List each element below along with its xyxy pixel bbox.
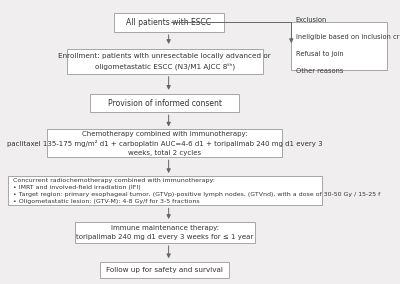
Text: Chemotherapy combined with immunotherapy:
paclitaxel 135-175 mg/m² d1 + carbopla: Chemotherapy combined with immunotherapy…	[7, 131, 322, 156]
Text: Provision of informed consent: Provision of informed consent	[108, 99, 222, 108]
Bar	[291, 22, 387, 70]
Text: Enrollment: patients with unresectable locally advanced or
oligometastatic ESCC : Enrollment: patients with unresectable l…	[58, 53, 271, 70]
Text: Concurrent radiochemotherapy combined with immunotherapy:
• IMRT and involved-fi: Concurrent radiochemotherapy combined wi…	[13, 178, 380, 204]
Bar	[90, 94, 239, 112]
Text: All patients with ESCC: All patients with ESCC	[126, 18, 211, 27]
Bar	[8, 176, 322, 205]
Text: Exclusion

Ineligible based on inclusion criteria

Refusal to join

Other reason: Exclusion Ineligible based on inclusion …	[296, 18, 400, 74]
Text: Follow up for safety and survival: Follow up for safety and survival	[106, 267, 223, 273]
Text: Immune maintenance therapy:
toripalimab 240 mg d1 every 3 weeks for ≤ 1 year: Immune maintenance therapy: toripalimab …	[76, 225, 253, 240]
Bar	[100, 262, 230, 278]
Bar	[114, 12, 224, 32]
Bar	[67, 49, 263, 74]
Bar	[74, 222, 255, 243]
Bar	[47, 130, 282, 157]
